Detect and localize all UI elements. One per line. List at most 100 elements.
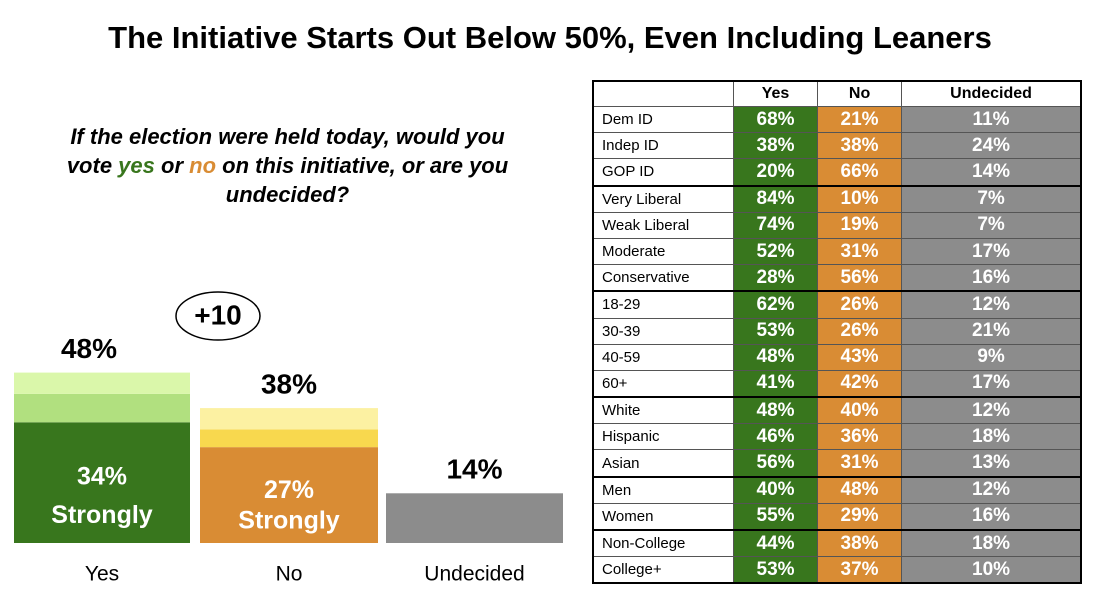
value-label-name: Strongly [238, 507, 339, 535]
question: If the election were held today, would y… [65, 122, 510, 209]
cell-value: 7% [901, 184, 1082, 213]
cell-value: 11% [901, 105, 1082, 134]
bar-segment [200, 429, 378, 448]
cell-value: 68% [732, 105, 819, 134]
row-label: Conservative [592, 264, 734, 292]
table-row: Dem ID 68% 21% 11% [592, 105, 1082, 134]
table-row: Conservative 28% 56% 16% [592, 264, 1082, 292]
cell-value: 31% [817, 449, 903, 478]
cell-value: 48% [817, 475, 903, 504]
row-label: Asian [592, 449, 734, 478]
cell-value: 26% [817, 317, 903, 345]
total-label: 14% [446, 454, 502, 485]
x-tick-label: Yes [85, 563, 119, 586]
column-header: No [817, 80, 903, 107]
bar-segment [14, 372, 190, 394]
header-row: Yes No Undecided [592, 80, 1082, 107]
table-row: Weak Liberal 74% 19% 7% [592, 211, 1082, 239]
title: The Initiative Starts Out Below 50%, Eve… [108, 20, 992, 55]
row-label: 40-59 [592, 343, 734, 371]
cell-value: 41% [732, 369, 819, 398]
bar-segment [386, 493, 563, 543]
cell-value: 56% [732, 449, 819, 478]
chart: +10 34% Strongly 48% Yes 27% Strongly 38% No 14%… [14, 291, 563, 586]
table-row: Men 40% 48% 12% [592, 475, 1082, 504]
question-part: no [189, 153, 217, 178]
total-label: 48% [61, 333, 117, 364]
cell-value: 31% [817, 237, 903, 266]
row-label: Hispanic [592, 423, 734, 451]
row-label: Moderate [592, 237, 734, 266]
x-tick-label: No [276, 563, 303, 586]
cell-value: 44% [732, 529, 819, 558]
cell-value: 14% [901, 158, 1082, 187]
row-label: Women [592, 502, 734, 531]
cell-value: 42% [817, 369, 903, 398]
row-label: White [592, 396, 734, 425]
cell-value: 16% [901, 264, 1082, 292]
table-row: Non-College 44% 38% 18% [592, 529, 1082, 558]
corner-cell [592, 80, 734, 107]
cell-value: 20% [732, 158, 819, 187]
annotation-ellipse [175, 291, 261, 341]
cell-value: 53% [732, 556, 819, 584]
cell-value: 38% [732, 132, 819, 160]
cell-value: 48% [732, 343, 819, 371]
cell-value: 17% [901, 369, 1082, 398]
cell-value: 56% [817, 264, 903, 292]
row-label: Non-College [592, 529, 734, 558]
table-row: Very Liberal 84% 10% 7% [592, 184, 1082, 213]
row-label: Dem ID [592, 105, 734, 134]
row-label: Very Liberal [592, 184, 734, 213]
cell-value: 18% [901, 423, 1082, 451]
cell-value: 7% [901, 211, 1082, 239]
value-label-name: Strongly [51, 501, 152, 529]
cell-value: 40% [817, 396, 903, 425]
cell-value: 37% [817, 556, 903, 584]
question-part: on this initiative, or are you undecided… [216, 153, 509, 207]
cell-value: 17% [901, 237, 1082, 266]
row-label: Men [592, 475, 734, 504]
cell-value: 74% [732, 211, 819, 239]
cell-value: 19% [817, 211, 903, 239]
cell-value: 10% [817, 184, 903, 213]
cell-value: 84% [732, 184, 819, 213]
question-part: yes [118, 153, 155, 178]
table-row: Asian 56% 31% 13% [592, 449, 1082, 478]
table-row: Indep ID 38% 38% 24% [592, 132, 1082, 160]
table-row: Women 55% 29% 16% [592, 502, 1082, 531]
question-part: If the election were held today, would y… [66, 124, 505, 178]
cell-value: 13% [901, 449, 1082, 478]
row-label: 18-29 [592, 290, 734, 319]
row-label: Weak Liberal [592, 211, 734, 239]
cell-value: 52% [732, 237, 819, 266]
question-part: or [154, 153, 190, 178]
cell-value: 55% [732, 502, 819, 531]
x-tick-label: Undecided [424, 563, 524, 586]
row-label: Indep ID [592, 132, 734, 160]
cell-value: 18% [901, 529, 1082, 558]
cell-value: 12% [901, 475, 1082, 504]
bar-segment [200, 408, 378, 430]
cell-value: 12% [901, 396, 1082, 425]
value-label: 34% [77, 462, 127, 490]
column-header: Undecided [901, 80, 1082, 107]
cell-value: 21% [901, 317, 1082, 345]
cell-value: 10% [901, 556, 1082, 584]
table-row: Moderate 52% 31% 17% [592, 237, 1082, 266]
cell-value: 29% [817, 502, 903, 531]
row-label: College+ [592, 556, 734, 584]
table-row: College+ 53% 37% 10% [592, 556, 1082, 584]
row-label: GOP ID [592, 158, 734, 187]
crosstab-table: Yes No Undecided Dem ID 68% 21% 11% Indep ID 38%… [592, 80, 1082, 585]
value-label: 27% [264, 476, 314, 504]
cell-value: 66% [817, 158, 903, 187]
cell-value: 48% [732, 396, 819, 425]
table-row: 60+ 41% 42% 17% [592, 369, 1082, 398]
cell-value: 16% [901, 502, 1082, 531]
table-row: Hispanic 46% 36% 18% [592, 423, 1082, 451]
cell-value: 46% [732, 423, 819, 451]
bar-segment [200, 447, 378, 543]
cell-value: 36% [817, 423, 903, 451]
